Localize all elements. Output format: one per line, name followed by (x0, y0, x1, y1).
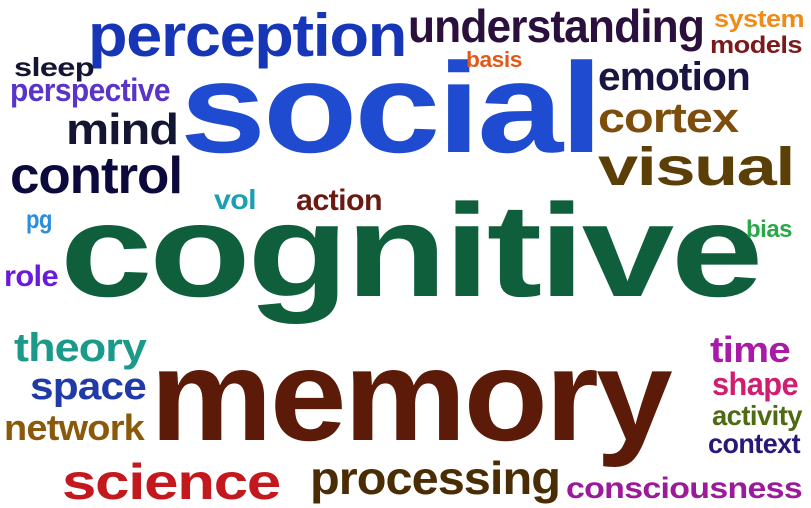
word-bias: bias (746, 216, 792, 243)
word-role: role (4, 260, 59, 293)
word-mind: mind (66, 105, 179, 154)
word-emotion: emotion (598, 55, 751, 99)
word-basis: basis (466, 47, 522, 72)
word-perception: perception (88, 2, 407, 69)
word-science: science (62, 454, 281, 508)
word-control: control (10, 147, 183, 205)
word-pg: pg (26, 204, 52, 234)
word-sleep: sleep (14, 52, 95, 82)
word-context: context (708, 428, 801, 459)
word-vol: vol (214, 184, 257, 215)
word-social: social (180, 37, 603, 180)
word-network: network (4, 407, 145, 448)
word-time: time (710, 329, 791, 370)
word-space: space (30, 366, 147, 408)
word-cortex: cortex (598, 94, 739, 141)
word-consciousness: consciousness (566, 472, 803, 505)
word-models: models (710, 32, 803, 59)
word-action: action (296, 184, 383, 217)
word-understanding: understanding (408, 0, 705, 52)
word-system: system (714, 6, 805, 33)
word-visual: visual (598, 137, 795, 197)
word-theory: theory (14, 326, 147, 370)
word-perspective: perspective (10, 72, 171, 108)
word-activity: activity (712, 400, 803, 431)
word-shape: shape (712, 366, 799, 402)
word-memory: memory (150, 322, 673, 468)
word-cognitive: cognitive (60, 177, 763, 324)
word-processing: processing (310, 452, 561, 504)
